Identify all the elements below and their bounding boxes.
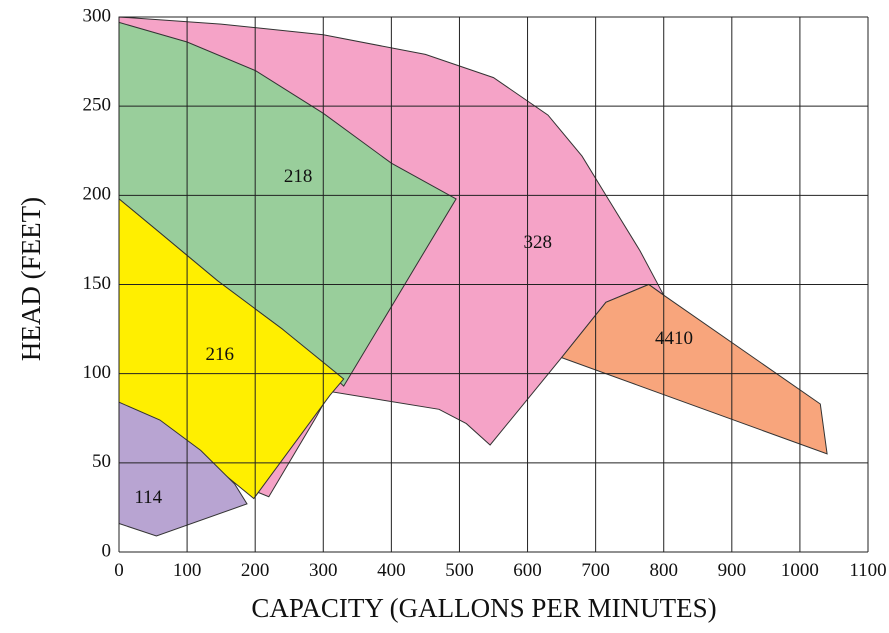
y-axis-title: HEAD (FEET) bbox=[16, 197, 46, 361]
x-tick-label: 0 bbox=[114, 560, 124, 581]
x-tick-label: 900 bbox=[718, 560, 747, 581]
y-tick-label: 150 bbox=[83, 273, 112, 294]
y-tick-label: 100 bbox=[83, 362, 112, 383]
x-tick-label: 600 bbox=[513, 560, 542, 581]
region-114 bbox=[118, 401, 248, 537]
y-tick-label: 250 bbox=[83, 95, 112, 116]
chart-grid bbox=[118, 16, 869, 553]
y-tick-labels: 0 50 100 150 200 250 300 bbox=[83, 5, 112, 561]
x-tick-label: 400 bbox=[377, 560, 406, 581]
x-tick-label: 100 bbox=[173, 560, 202, 581]
y-tick-label: 300 bbox=[83, 5, 112, 26]
region-4410 bbox=[560, 283, 828, 455]
region-label-328: 328 bbox=[524, 232, 553, 253]
x-tick-label: 500 bbox=[445, 560, 474, 581]
x-tick-labels: 0 100 200 300 400 500 600 700 800 900 1000 1100 bbox=[114, 560, 886, 581]
y-tick-label: 50 bbox=[92, 451, 111, 472]
x-tick-label: 800 bbox=[649, 560, 678, 581]
x-axis-title: CAPACITY (GALLONS PER MINUTES) bbox=[251, 593, 716, 623]
region-label-216: 216 bbox=[206, 344, 235, 365]
region-label-4410: 4410 bbox=[655, 328, 693, 349]
region-labels: 328 4410 218 216 114 bbox=[134, 166, 693, 508]
region-label-114: 114 bbox=[134, 487, 162, 508]
x-tick-label: 1100 bbox=[849, 560, 886, 581]
x-tick-label: 300 bbox=[309, 560, 338, 581]
chart-regions bbox=[118, 16, 828, 537]
x-tick-label: 1000 bbox=[781, 560, 819, 581]
region-label-218: 218 bbox=[284, 166, 313, 187]
x-tick-label: 200 bbox=[241, 560, 270, 581]
y-tick-label: 0 bbox=[102, 540, 112, 561]
y-tick-label: 200 bbox=[83, 184, 112, 205]
x-tick-label: 700 bbox=[581, 560, 610, 581]
